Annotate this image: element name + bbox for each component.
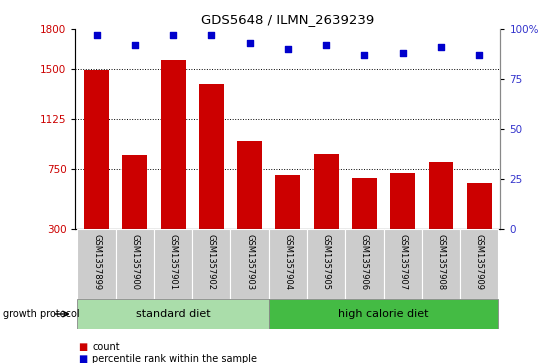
Text: GSM1357902: GSM1357902 bbox=[207, 234, 216, 290]
Text: count: count bbox=[92, 342, 120, 352]
Bar bbox=[467, 183, 492, 229]
Bar bbox=[116, 229, 154, 299]
Point bbox=[475, 52, 484, 58]
Text: GSM1357901: GSM1357901 bbox=[169, 234, 178, 290]
Bar bbox=[154, 229, 192, 299]
Bar bbox=[314, 154, 339, 229]
Bar bbox=[352, 178, 377, 229]
Bar bbox=[429, 162, 453, 229]
Point bbox=[169, 32, 178, 38]
Text: growth protocol: growth protocol bbox=[3, 309, 79, 319]
Text: GSM1357907: GSM1357907 bbox=[398, 234, 407, 290]
Text: percentile rank within the sample: percentile rank within the sample bbox=[92, 354, 257, 363]
Bar bbox=[199, 83, 224, 229]
Point bbox=[283, 46, 292, 52]
Bar bbox=[160, 60, 186, 229]
Bar bbox=[230, 229, 269, 299]
Bar bbox=[269, 229, 307, 299]
Bar bbox=[122, 155, 147, 229]
Point bbox=[360, 52, 369, 58]
Title: GDS5648 / ILMN_2639239: GDS5648 / ILMN_2639239 bbox=[201, 13, 375, 26]
Bar bbox=[77, 299, 269, 329]
Text: GSM1357906: GSM1357906 bbox=[360, 234, 369, 290]
Text: GSM1357904: GSM1357904 bbox=[283, 234, 292, 290]
Bar bbox=[307, 229, 345, 299]
Text: GSM1357908: GSM1357908 bbox=[437, 234, 446, 290]
Text: GSM1357909: GSM1357909 bbox=[475, 234, 484, 290]
Point bbox=[321, 42, 330, 48]
Point bbox=[92, 32, 101, 38]
Text: ■: ■ bbox=[78, 354, 88, 363]
Point bbox=[130, 42, 139, 48]
Text: standard diet: standard diet bbox=[136, 309, 210, 319]
Text: GSM1357903: GSM1357903 bbox=[245, 234, 254, 290]
Bar bbox=[390, 173, 415, 229]
Bar bbox=[276, 175, 300, 229]
Text: GSM1357899: GSM1357899 bbox=[92, 234, 101, 290]
Point bbox=[245, 40, 254, 46]
Bar bbox=[192, 229, 230, 299]
Bar bbox=[84, 70, 109, 229]
Text: GSM1357905: GSM1357905 bbox=[321, 234, 331, 290]
Text: ■: ■ bbox=[78, 342, 88, 352]
Bar bbox=[269, 299, 499, 329]
Point bbox=[398, 50, 407, 56]
Point bbox=[207, 32, 216, 38]
Text: GSM1357900: GSM1357900 bbox=[130, 234, 139, 290]
Bar bbox=[345, 229, 383, 299]
Bar bbox=[77, 229, 116, 299]
Text: high calorie diet: high calorie diet bbox=[338, 309, 429, 319]
Point bbox=[437, 44, 446, 50]
Bar bbox=[383, 229, 422, 299]
Bar bbox=[237, 141, 262, 229]
Bar bbox=[422, 229, 460, 299]
Bar bbox=[460, 229, 499, 299]
